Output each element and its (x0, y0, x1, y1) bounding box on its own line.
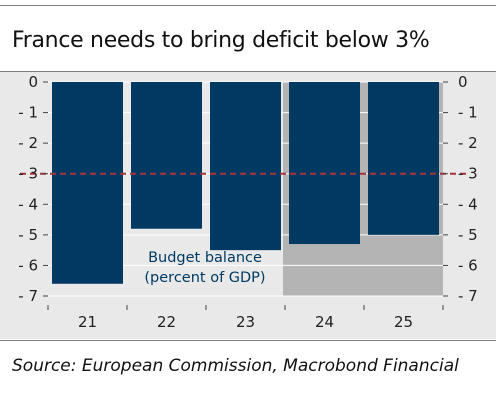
left-tick-label-1: - 1 (18, 104, 38, 122)
left-tick-label-7: - 7 (18, 287, 38, 305)
left-tick-label-5: - 5 (18, 226, 38, 244)
right-tick-label-2: - 2 (458, 134, 478, 152)
left-tick-label-0: 0 (28, 73, 38, 91)
x-tick-label-21: 21 (78, 313, 97, 331)
left-tick-label-2: - 2 (18, 134, 38, 152)
source-rule (0, 340, 496, 341)
title-rule (0, 71, 496, 72)
x-tick-label-22: 22 (157, 313, 176, 331)
x-tick-label-23: 23 (236, 313, 255, 331)
right-tick-label-4: - 4 (458, 195, 478, 213)
left-tick-label-4: - 4 (18, 195, 38, 213)
left-tick-label-3: - 3 (18, 165, 38, 183)
right-tick-label-7: - 7 (458, 287, 478, 305)
right-tick-label-5: - 5 (458, 226, 478, 244)
bar-24 (289, 82, 360, 245)
left-tick-label-6: - 6 (18, 256, 38, 274)
right-tick-label-3: - 3 (458, 165, 478, 183)
bar-23 (210, 82, 281, 251)
source-note: Source: European Commission, Macrobond F… (12, 356, 459, 376)
budget-balance-chart: 0 0 - 1 - 1 - 2 - 2 - 3 - 3 - 4 - 4 - 5 - 5 - 6 - 6 - … (18, 73, 478, 331)
right-tick-label-0: 0 (458, 73, 468, 91)
top-rule (0, 5, 496, 6)
right-tick-label-1: - 1 (458, 104, 478, 122)
bar-21 (52, 82, 123, 284)
chart-title: France needs to bring deficit below 3% (12, 28, 430, 53)
x-tick-label-25: 25 (394, 313, 413, 331)
x-tick-label-24: 24 (315, 313, 334, 331)
series-annotation-line-1: (percent of GDP) (144, 270, 265, 286)
series-annotation-line-0: Budget balance (148, 250, 262, 266)
bar-25 (368, 82, 439, 235)
bar-22 (131, 82, 202, 229)
right-tick-label-6: - 6 (458, 256, 478, 274)
